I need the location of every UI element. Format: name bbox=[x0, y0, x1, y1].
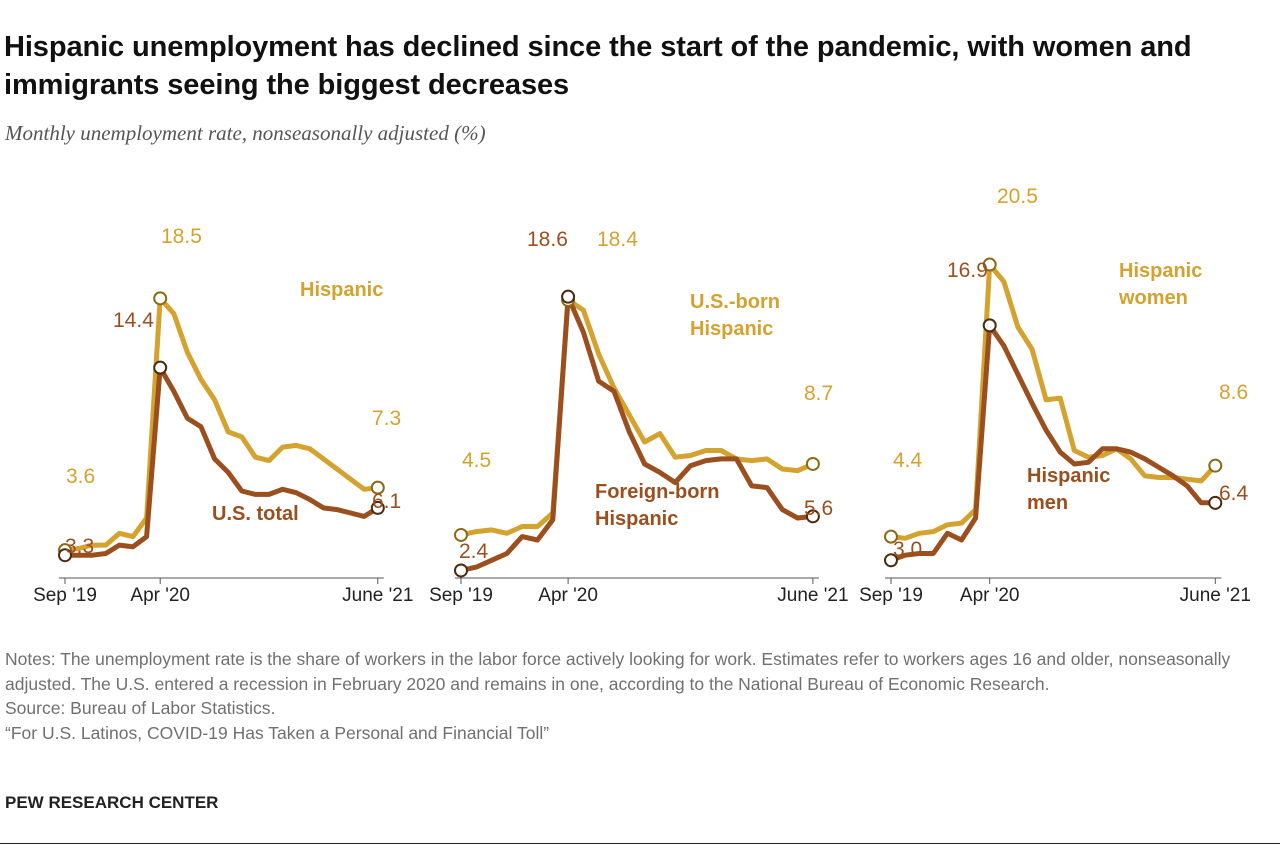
data-label: 3.6 bbox=[66, 465, 95, 488]
series-line-u-s-total bbox=[62, 365, 381, 558]
source-text: Source: Bureau of Labor Statistics. bbox=[5, 698, 276, 718]
x-tick-label: Apr '20 bbox=[960, 585, 1020, 606]
x-tick-label: Apr '20 bbox=[130, 585, 190, 606]
data-point-marker bbox=[370, 500, 385, 515]
data-point-marker bbox=[1208, 495, 1223, 510]
data-label: 16.9 bbox=[947, 259, 988, 282]
data-point-marker bbox=[454, 527, 468, 542]
data-point-marker bbox=[884, 529, 898, 544]
report-title: “For U.S. Latinos, COVID-19 Has Taken a … bbox=[5, 722, 550, 743]
data-label: 3.3 bbox=[65, 535, 94, 558]
legend-label: Hispanic bbox=[1119, 260, 1202, 282]
data-label: 5.6 bbox=[804, 497, 833, 520]
data-label: 20.5 bbox=[997, 185, 1038, 208]
notes-block: Notes: The unemployment rate is the shar… bbox=[5, 647, 1265, 745]
legend-label: Hispanic bbox=[1027, 465, 1110, 487]
x-tick-label: June '21 bbox=[777, 585, 848, 606]
data-point-marker bbox=[153, 360, 168, 375]
series-line-hispanic bbox=[62, 295, 381, 553]
brand-logo-text: PEW RESEARCH CENTER bbox=[5, 793, 219, 812]
legend-label: Hispanic bbox=[690, 318, 773, 340]
data-point-marker bbox=[982, 257, 997, 272]
data-point-marker bbox=[1208, 458, 1223, 473]
data-label: 18.5 bbox=[161, 225, 202, 248]
data-label: 8.6 bbox=[1219, 381, 1248, 404]
data-label: 3.0 bbox=[893, 538, 922, 561]
x-tick-label: Sep '19 bbox=[859, 585, 923, 606]
notes-text: Notes: The unemployment rate is the shar… bbox=[5, 649, 1231, 694]
data-label: 18.4 bbox=[597, 228, 638, 251]
x-tick-label: Sep '19 bbox=[33, 585, 97, 606]
data-label: 18.6 bbox=[527, 228, 568, 251]
x-tick-label: Apr '20 bbox=[538, 585, 598, 606]
x-tick-label: June '21 bbox=[1180, 585, 1251, 606]
data-label: 4.4 bbox=[893, 449, 923, 472]
data-point-marker bbox=[153, 291, 168, 306]
data-point-marker bbox=[805, 509, 820, 524]
legend-label: U.S.-born bbox=[690, 291, 780, 313]
bottom-divider bbox=[0, 843, 1280, 844]
data-point-marker bbox=[454, 563, 468, 578]
legend-label: U.S. total bbox=[212, 503, 299, 525]
data-point-marker bbox=[982, 318, 997, 333]
legend-label: Hispanic bbox=[300, 279, 383, 301]
data-label: 4.5 bbox=[462, 449, 491, 472]
x-tick-label: Sep '19 bbox=[429, 585, 493, 606]
legend-label: Hispanic bbox=[595, 508, 678, 530]
series-line-hispanic-men bbox=[888, 322, 1218, 563]
x-tick-label: June '21 bbox=[342, 585, 413, 606]
charts-canvas: Sep '19 Apr '20 June '21 3.6 18.5 7.3 Hispanic… bbox=[33, 185, 1251, 606]
data-point-marker bbox=[58, 548, 72, 563]
legend-label: men bbox=[1027, 492, 1068, 514]
data-label: 14.4 bbox=[113, 309, 154, 332]
data-label: 7.3 bbox=[372, 407, 401, 430]
series-line-hispanic-women bbox=[888, 262, 1218, 541]
legend-label: Foreign-born bbox=[595, 481, 719, 503]
data-label: 6.1 bbox=[372, 490, 401, 513]
data-point-marker bbox=[370, 480, 385, 495]
data-point-marker bbox=[805, 456, 820, 471]
data-label: 6.4 bbox=[1219, 482, 1249, 505]
legend-label: women bbox=[1118, 287, 1188, 309]
data-label: 2.4 bbox=[459, 540, 489, 563]
series-line-foreign-born-hispanic bbox=[458, 294, 816, 573]
chart-title: Hispanic unemployment has declined since… bbox=[4, 31, 1192, 101]
data-point-marker bbox=[884, 553, 898, 568]
chart-subtitle: Monthly unemployment rate, nonseasonally… bbox=[5, 121, 486, 145]
series-line-u-s-born-hispanic bbox=[458, 297, 816, 538]
data-label: 8.7 bbox=[804, 382, 833, 405]
data-point-marker bbox=[561, 289, 576, 304]
